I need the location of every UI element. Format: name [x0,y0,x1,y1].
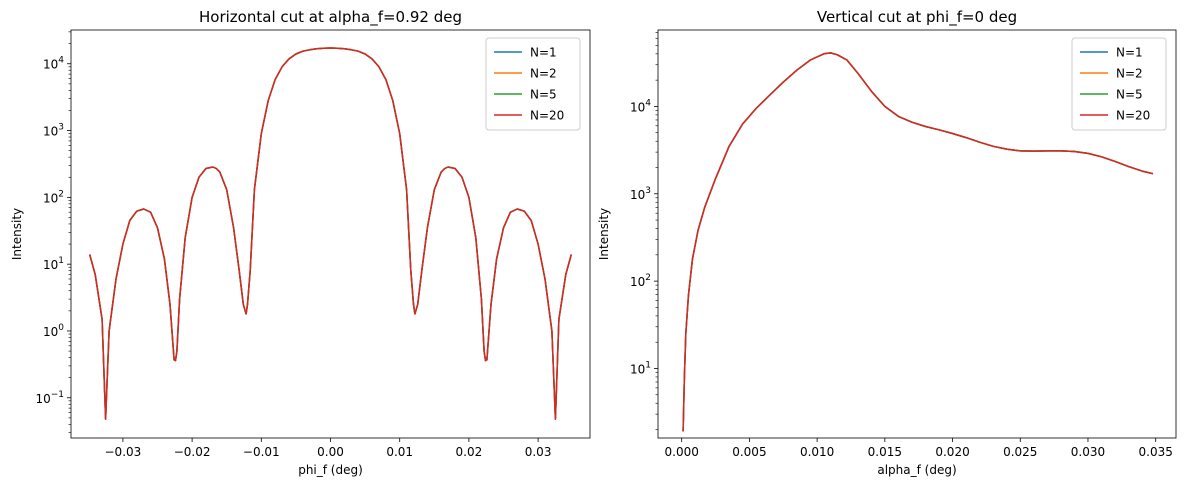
x-tick-label: 0.02 [456,445,483,459]
x-tick-label: −0.02 [174,445,211,459]
legend-entry: N=5 [1116,88,1143,102]
series-group [88,47,573,420]
y-tick-label: 103 [630,186,651,202]
chart-title: Horizontal cut at alpha_f=0.92 deg [199,8,462,27]
legend: N=1 N=2 N=5 N=20 [1071,37,1167,131]
y-tick-label: 10−1 [35,390,64,406]
x-tick-label: 0.025 [1003,445,1037,459]
legend: N=1 N=2 N=5 N=20 [485,37,581,131]
y-axis-label: Intensity [597,208,611,260]
x-tick-label: 0.03 [525,445,552,459]
legend-entry: N=5 [530,88,557,102]
y-tick-label: 102 [630,273,651,289]
y-tick-label: 104 [43,56,64,72]
chart-vertical-cut: Vertical cut at phi_f=0 deg 0.000 0.005 0.0… [597,8,1177,477]
series-line-n-20 [88,47,573,420]
x-tick-label: 0.01 [386,445,413,459]
x-axis-label: alpha_f (deg) [877,463,956,477]
y-tick-label: 101 [43,256,64,272]
legend-entry: N=1 [530,46,557,60]
x-tick-label: 0.010 [800,445,834,459]
plot-frame [70,29,591,439]
y-tick-label: 104 [630,98,651,114]
x-tick-label: 0.030 [1071,445,1105,459]
x-tick-label: −0.03 [105,445,142,459]
legend-entry: N=1 [1116,46,1143,60]
x-tick-label: 0.015 [868,445,902,459]
x-tick-label: −0.01 [243,445,280,459]
legend-entry: N=2 [1116,67,1143,81]
series-group [682,52,1154,432]
y-axis-label: Intensity [10,208,24,260]
y-tick-label: 101 [630,360,651,376]
legend-entry: N=20 [1116,109,1150,123]
chart-horizontal-cut: Horizontal cut at alpha_f=0.92 deg −0.03 −… [10,8,591,477]
x-axis-label: phi_f (deg) [298,463,363,477]
legend-box [1071,37,1167,131]
legend-box [485,37,581,131]
series-line-n-20 [682,52,1154,432]
x-tick-label: 0.035 [1139,445,1173,459]
x-tick-label: 0.000 [665,445,699,459]
chart-title: Vertical cut at phi_f=0 deg [817,8,1017,27]
x-tick-label: 0.020 [935,445,969,459]
x-tick-label: 0.005 [732,445,766,459]
y-tick-label: 102 [43,189,64,205]
legend-entry: N=20 [530,109,564,123]
legend-entry: N=2 [530,67,557,81]
plot-frame [657,29,1177,439]
y-tick-label: 103 [43,123,64,139]
x-tick-label: 0.00 [317,445,344,459]
y-tick-label: 100 [43,323,64,339]
